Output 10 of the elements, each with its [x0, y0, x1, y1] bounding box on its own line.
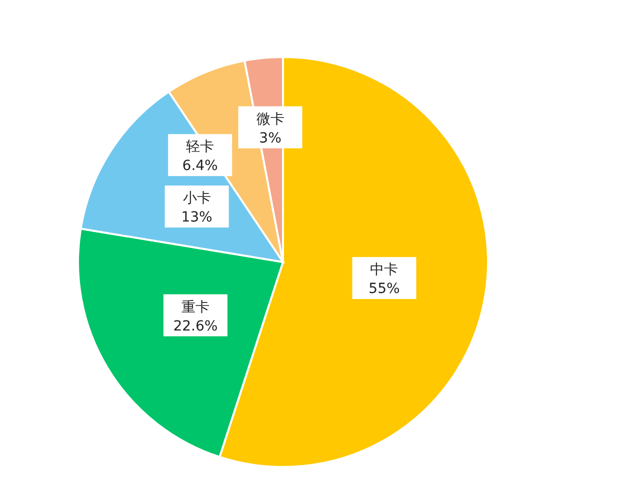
- slice-label: 轻卡: [186, 139, 214, 156]
- slice-label: 小卡: [182, 190, 211, 207]
- data-label: 55%: [368, 281, 400, 298]
- slice-label: 中卡: [370, 262, 398, 278]
- slice-label: 微卡: [256, 111, 284, 128]
- slice-label: 重卡: [181, 299, 210, 316]
- data-label: 22.6%: [173, 318, 218, 334]
- data-label: 3%: [259, 130, 282, 146]
- data-label: 6.4%: [182, 158, 218, 174]
- data-label: 13%: [181, 210, 212, 226]
